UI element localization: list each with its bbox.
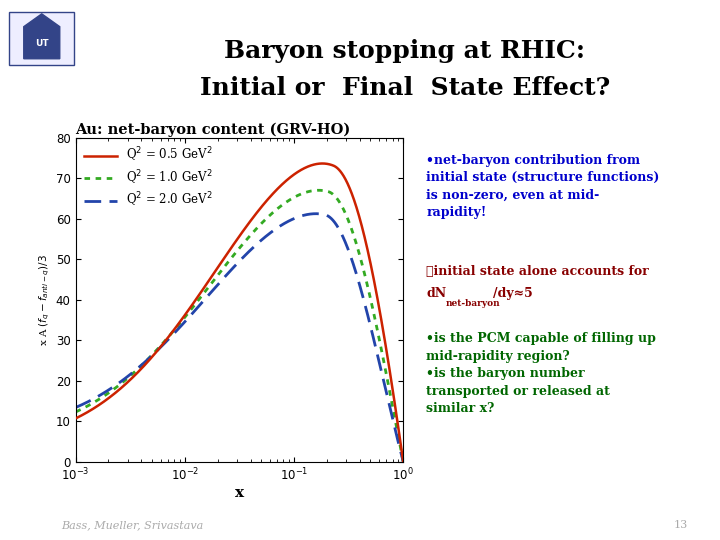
Text: Initial or  Final  State Effect?: Initial or Final State Effect? <box>200 77 610 100</box>
Text: ➤initial state alone accounts for: ➤initial state alone accounts for <box>426 265 649 278</box>
Y-axis label: x A $(f_q - f_{anti-q})/3$: x A $(f_q - f_{anti-q})/3$ <box>37 254 52 346</box>
Text: Bass, Mueller, Srivastava: Bass, Mueller, Srivastava <box>61 520 204 530</box>
Text: Au: net-baryon content (GRV-HO): Au: net-baryon content (GRV-HO) <box>76 122 351 137</box>
Legend: Q$^2$ = 0.5 GeV$^2$, Q$^2$ = 1.0 GeV$^2$, Q$^2$ = 2.0 GeV$^2$: Q$^2$ = 0.5 GeV$^2$, Q$^2$ = 1.0 GeV$^2$… <box>81 144 215 212</box>
Text: •is the PCM capable of filling up
mid-rapidity region?
•is the baryon number
tra: •is the PCM capable of filling up mid-ra… <box>426 332 656 415</box>
Text: net-baryon: net-baryon <box>446 299 500 308</box>
Text: Baryon stopping at RHIC:: Baryon stopping at RHIC: <box>225 39 585 64</box>
Text: UT: UT <box>35 38 48 48</box>
Text: •net-baryon contribution from
initial state (structure functions)
is non-zero, e: •net-baryon contribution from initial st… <box>426 154 660 219</box>
Text: 13: 13 <box>673 520 688 530</box>
Polygon shape <box>24 14 60 59</box>
X-axis label: x: x <box>235 486 244 500</box>
Text: dN: dN <box>426 287 446 300</box>
Text: /dy≈5: /dy≈5 <box>493 287 533 300</box>
